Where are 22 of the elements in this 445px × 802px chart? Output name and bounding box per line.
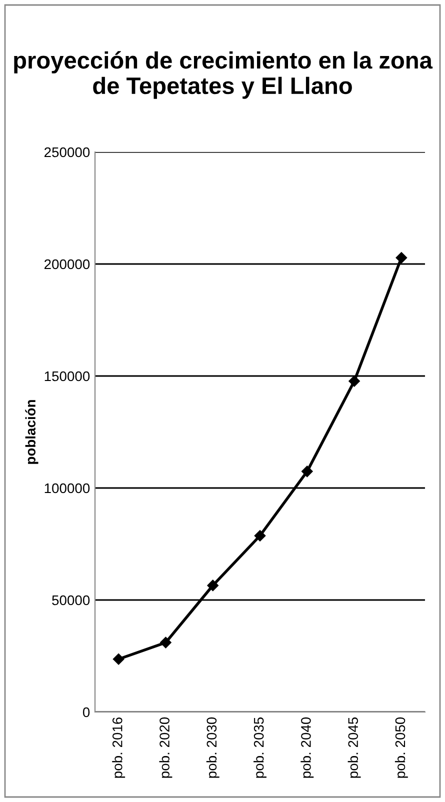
point <box>302 466 313 478</box>
x-tick-label: pob. 2030 <box>206 717 220 778</box>
y-tick-label: 250000 <box>44 147 90 158</box>
point <box>254 530 266 542</box>
chart-title: proyección de crecimiento en la zona de Tepetates y El Llano <box>14 51 433 99</box>
x-tick-label: pob. 2040 <box>300 717 314 778</box>
x-tick-label: pob. 2045 <box>348 717 361 778</box>
point <box>207 580 218 592</box>
y-tick-label: 0 <box>82 707 90 718</box>
x-tick-label: pob. 2020 <box>159 717 172 778</box>
y-tick-label: 50000 <box>52 595 90 606</box>
x-tick-label: pob. 2016 <box>112 717 126 778</box>
point <box>396 252 408 264</box>
point <box>348 376 360 387</box>
y-axis-title: población <box>25 400 38 464</box>
x-tick-label: pob. 2035 <box>254 717 266 778</box>
point <box>160 636 172 648</box>
y-tick-label: 150000 <box>44 371 90 382</box>
x-tick-label: pob. 2050 <box>394 717 408 778</box>
y-tick-label: 200000 <box>44 259 90 270</box>
point <box>112 654 124 665</box>
y-tick-label: 100000 <box>44 483 90 494</box>
